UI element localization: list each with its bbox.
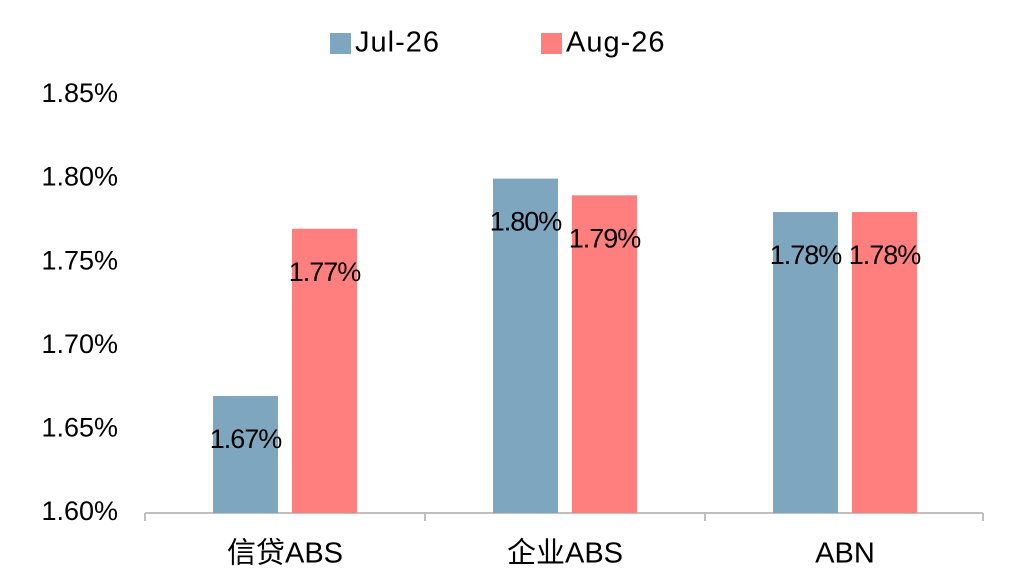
legend-label: Jul-26 [355, 27, 440, 59]
bar [852, 212, 917, 514]
x-tick-label: 企业ABS [507, 537, 623, 570]
y-tick-label: 1.70% [41, 329, 118, 359]
y-tick-label: 1.85% [41, 78, 118, 108]
x-tick-label: 信贷ABS [227, 537, 343, 570]
data-label: 1.67% [210, 424, 283, 454]
y-tick-label: 1.75% [41, 245, 118, 275]
bar [572, 195, 637, 513]
legend-swatch [330, 33, 351, 54]
y-tick-label: 1.65% [41, 413, 118, 443]
x-tick-label: ABN [815, 538, 875, 570]
bar [493, 178, 558, 513]
data-label: 1.78% [849, 240, 922, 270]
bar [213, 395, 278, 513]
bar [773, 212, 838, 514]
y-tick-label: 1.80% [41, 162, 118, 192]
bar [292, 228, 357, 513]
data-label: 1.78% [770, 240, 843, 270]
data-label: 1.80% [490, 207, 563, 237]
data-label: 1.79% [569, 223, 642, 253]
legend-label: Aug-26 [566, 27, 666, 59]
legend-swatch [541, 33, 562, 54]
y-tick-label: 1.60% [41, 496, 118, 526]
data-label: 1.77% [289, 257, 362, 287]
